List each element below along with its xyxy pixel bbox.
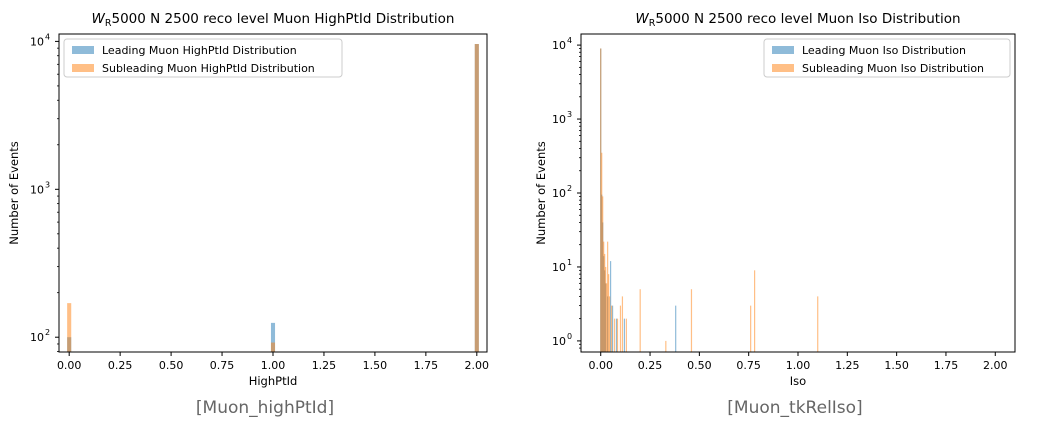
legend-box: [63, 38, 343, 78]
bar-subleading-1: [601, 152, 603, 352]
bar-subleading-19: [750, 305, 752, 352]
bar-subleading-5: [605, 266, 607, 352]
legend-label-leading: Leading Muon HighPtId Distribution: [102, 44, 297, 57]
y-tick-exponent: 0: [567, 332, 572, 341]
x-tick-label: 1.00: [261, 359, 286, 372]
legend-box: [763, 38, 1011, 78]
bar-subleading-10: [610, 305, 613, 352]
x-axis-label: Iso: [790, 374, 806, 388]
bar-subleading-0: [600, 48, 602, 352]
chart-title: WR5000 N 2500 reco level Muon HighPtId D…: [92, 11, 455, 29]
x-tick-label: 2.00: [983, 359, 1008, 372]
x-tick-label: 0.75: [736, 359, 761, 372]
x-tick-label: 0.25: [638, 359, 663, 372]
bar-subleading-7: [607, 241, 609, 352]
y-tick-exponent: 4: [567, 36, 572, 45]
bar-subleading-9: [609, 296, 611, 352]
legend-swatch-subleading: [772, 64, 794, 72]
bar-subleading-11: [613, 318, 616, 352]
chart-caption-right: [Muon_tkRelIso]: [727, 398, 863, 418]
legend-swatch-subleading: [72, 64, 94, 72]
x-tick-label: 1.75: [934, 359, 959, 372]
x-axis-label: HighPtId: [249, 374, 298, 388]
x-tick-label: 1.50: [884, 359, 909, 372]
bar-leading-11: [675, 305, 677, 352]
bar-leading-10: [623, 318, 625, 352]
bar-subleading-3: [603, 241, 605, 352]
bar-subleading-2: [602, 196, 604, 352]
bar-subleading-12: [616, 318, 619, 352]
y-tick-label: 10: [552, 335, 566, 348]
bar-subleading-14: [621, 296, 624, 352]
y-tick-label: 10: [30, 183, 44, 196]
bar-subleading-20: [754, 270, 756, 352]
y-axis-label: Number of Events: [7, 141, 21, 245]
y-tick-label: 10: [552, 261, 566, 274]
y-tick-exponent: 2: [567, 184, 572, 193]
bar-subleading-6: [606, 283, 608, 352]
x-tick-label: 1.25: [312, 359, 337, 372]
bar-subleading-0: [67, 303, 72, 352]
bar-subleading-16: [639, 289, 641, 352]
y-tick-exponent: 3: [45, 180, 50, 189]
legend-label-leading: Leading Muon Iso Distribution: [802, 44, 966, 57]
x-tick-label: 0.75: [210, 359, 235, 372]
bar-subleading-13: [619, 305, 622, 352]
x-tick-label: 1.75: [414, 359, 439, 372]
y-tick-label: 10: [552, 187, 566, 200]
x-tick-label: 1.00: [786, 359, 811, 372]
x-tick-label: 0.50: [159, 359, 184, 372]
y-tick-label: 10: [30, 331, 44, 344]
legend-label-subleading: Subleading Muon HighPtId Distribution: [102, 62, 315, 75]
bar-subleading-2: [474, 44, 479, 353]
bar-subleading-21: [817, 296, 819, 352]
bar-subleading-15: [625, 318, 627, 352]
y-tick-label: 10: [552, 113, 566, 126]
y-tick-exponent: 1: [567, 258, 572, 267]
x-tick-label: 1.50: [363, 359, 388, 372]
x-tick-label: 0.00: [588, 359, 613, 372]
y-axis-label: Number of Events: [534, 141, 548, 245]
chart-title: WR5000 N 2500 reco level Muon Iso Distri…: [635, 11, 960, 29]
bar-subleading-1: [270, 342, 276, 352]
x-tick-label: 0.00: [57, 359, 82, 372]
x-tick-label: 1.25: [835, 359, 860, 372]
bar-subleading-18: [690, 289, 693, 352]
bar-leading-9: [615, 318, 618, 352]
y-tick-exponent: 3: [567, 110, 572, 119]
bar-subleading-8: [608, 274, 610, 352]
chart-caption-left: [Muon_highPtId]: [195, 398, 335, 418]
y-tick-label: 10: [552, 39, 566, 52]
legend-swatch-leading: [72, 46, 94, 54]
axes-frame: [58, 33, 488, 353]
bar-subleading-4: [604, 253, 606, 352]
bar-leading-7: [609, 261, 612, 352]
y-tick-label: 10: [30, 35, 44, 48]
x-tick-label: 0.25: [108, 359, 133, 372]
bar-leading-8: [611, 305, 614, 352]
x-tick-label: 2.00: [465, 359, 490, 372]
y-tick-exponent: 2: [45, 328, 50, 337]
legend-label-subleading: Subleading Muon Iso Distribution: [802, 62, 984, 75]
x-tick-label: 0.50: [687, 359, 712, 372]
bar-subleading-17: [665, 340, 667, 352]
legend-swatch-leading: [772, 46, 794, 54]
y-tick-exponent: 4: [45, 32, 50, 41]
axes-frame: [580, 33, 1016, 353]
bar-leading-1: [270, 322, 276, 352]
